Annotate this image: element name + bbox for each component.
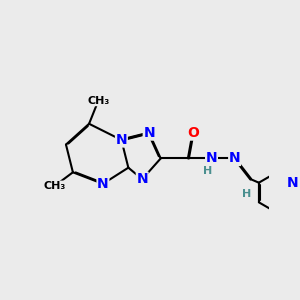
Text: N: N (229, 152, 240, 165)
Text: CH₃: CH₃ (43, 181, 65, 191)
Text: N: N (116, 133, 127, 147)
Text: O: O (187, 126, 199, 140)
Text: H: H (203, 166, 213, 176)
Text: H: H (242, 188, 251, 199)
Text: N: N (97, 177, 109, 191)
Text: N: N (136, 172, 148, 186)
Text: N: N (143, 126, 155, 140)
Text: N: N (287, 176, 299, 190)
Text: CH₃: CH₃ (87, 96, 110, 106)
Text: N: N (206, 152, 217, 165)
